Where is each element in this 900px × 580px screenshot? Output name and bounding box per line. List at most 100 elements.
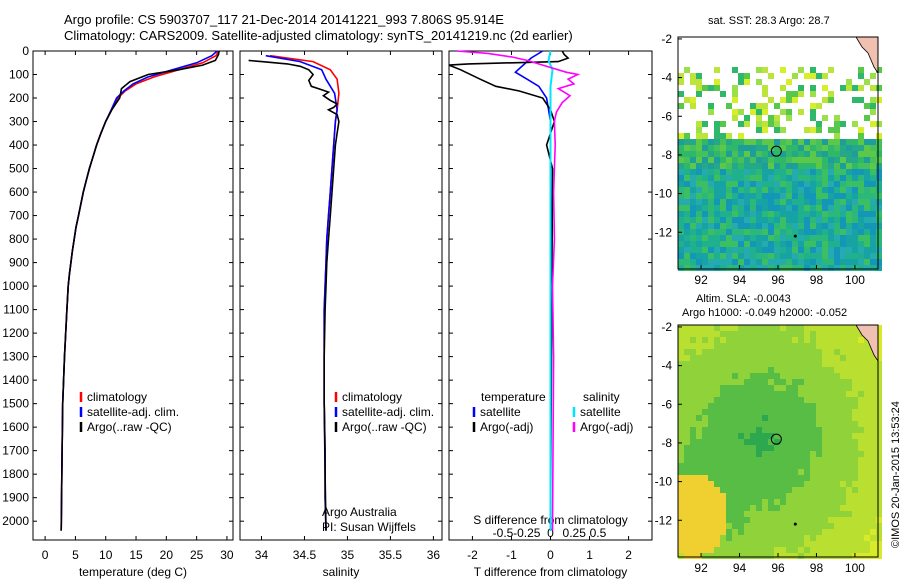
map-cell	[708, 139, 714, 145]
map-cell	[816, 427, 822, 433]
map-cell	[822, 499, 828, 505]
map-cell	[852, 367, 858, 373]
map-cell	[678, 157, 684, 163]
map-cell	[810, 91, 816, 97]
map-cell	[870, 187, 876, 193]
map-cell	[678, 373, 684, 379]
map-cell	[822, 463, 828, 469]
map-cell	[870, 139, 876, 145]
map-cell	[864, 361, 870, 367]
map-cell	[786, 511, 792, 517]
map-cell	[834, 349, 840, 355]
map-cell	[756, 193, 762, 199]
map-cell	[762, 331, 768, 337]
map-cell	[714, 181, 720, 187]
map-cell	[804, 373, 810, 379]
map-cell	[798, 151, 804, 157]
map-cell	[786, 205, 792, 211]
map-cell	[702, 217, 708, 223]
map-cell	[792, 373, 798, 379]
map-cell	[810, 73, 816, 79]
map-cell	[750, 343, 756, 349]
map-cell	[804, 397, 810, 403]
sst-field	[678, 67, 882, 271]
map-cell	[720, 403, 726, 409]
map-cell	[714, 385, 720, 391]
map-cell	[768, 379, 774, 385]
map-cell	[834, 361, 840, 367]
map-cell	[708, 499, 714, 505]
map-cell	[696, 547, 702, 553]
map-cell	[858, 403, 864, 409]
map-cell	[792, 157, 798, 163]
map-cell	[678, 427, 684, 433]
map-cell	[864, 463, 870, 469]
y-tick-label: 1400	[2, 373, 29, 387]
map-cell	[726, 187, 732, 193]
map-cell	[852, 331, 858, 337]
map-cell	[846, 397, 852, 403]
map-cell	[828, 451, 834, 457]
map-cell	[768, 181, 774, 187]
map-cell	[786, 229, 792, 235]
map-cell	[720, 493, 726, 499]
map-cell	[726, 481, 732, 487]
map-cell	[804, 331, 810, 337]
map-cell	[780, 211, 786, 217]
map-cell	[690, 103, 696, 109]
map-cell	[738, 523, 744, 529]
map-cell	[768, 553, 774, 559]
map-cell	[762, 259, 768, 265]
map-cell	[876, 385, 882, 391]
map-cell	[714, 367, 720, 373]
map-cell	[840, 469, 846, 475]
map-cell	[834, 175, 840, 181]
map-cell	[756, 493, 762, 499]
map-cell	[750, 481, 756, 487]
map-cell	[798, 217, 804, 223]
map-cell	[714, 127, 720, 133]
map-cell	[816, 145, 822, 151]
map-cell	[762, 403, 768, 409]
map-cell	[750, 367, 756, 373]
map-cell	[858, 445, 864, 451]
map-cell	[762, 517, 768, 523]
map-cell	[738, 193, 744, 199]
map-cell	[690, 541, 696, 547]
map-cell	[744, 235, 750, 241]
map-cell	[810, 421, 816, 427]
map-cell	[744, 193, 750, 199]
map-cell	[750, 385, 756, 391]
map-cell	[756, 187, 762, 193]
map-cell	[804, 325, 810, 331]
map-cell	[822, 541, 828, 547]
map-cell	[708, 493, 714, 499]
map-cell	[714, 481, 720, 487]
map-cell	[798, 535, 804, 541]
map-cell	[846, 253, 852, 259]
map-cell	[708, 343, 714, 349]
map-cell	[702, 253, 708, 259]
map-cell	[684, 541, 690, 547]
map-cell	[726, 211, 732, 217]
map-cell	[852, 247, 858, 253]
map-cell	[786, 139, 792, 145]
map-cell	[738, 361, 744, 367]
map-y-tick-label: -12	[655, 225, 673, 239]
map-cell	[846, 151, 852, 157]
map-cell	[726, 427, 732, 433]
map-cell	[840, 139, 846, 145]
map-cell	[744, 385, 750, 391]
map-cell	[786, 157, 792, 163]
map-cell	[726, 169, 732, 175]
map-cell	[846, 163, 852, 169]
map-cell	[858, 409, 864, 415]
map-cell	[750, 211, 756, 217]
map-cell	[702, 169, 708, 175]
map-cell	[768, 211, 774, 217]
map-cell	[690, 517, 696, 523]
map-cell	[762, 499, 768, 505]
map-cell	[828, 421, 834, 427]
map-cell	[876, 553, 882, 559]
map-cell	[732, 331, 738, 337]
